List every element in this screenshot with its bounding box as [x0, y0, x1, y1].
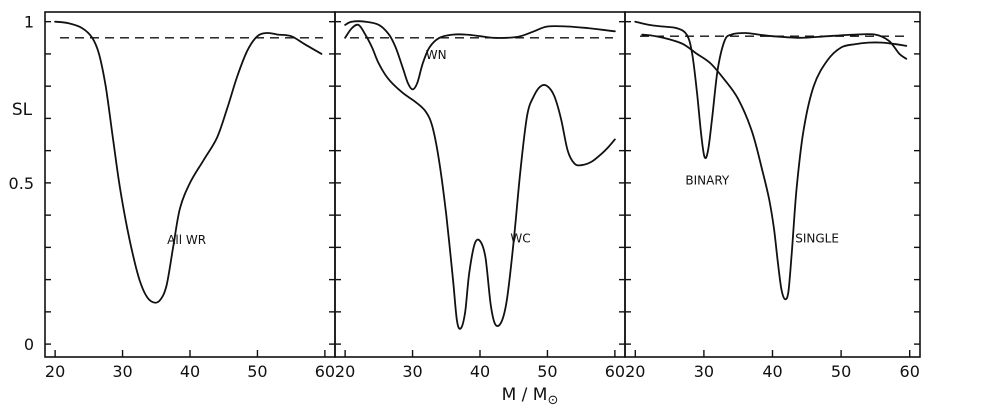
series-label-all-wr: All WR	[167, 233, 206, 247]
x-tick-label-right-60: 60	[900, 362, 920, 381]
y-tick-label-1: 1	[24, 13, 34, 32]
x-tick-label-right-30: 30	[694, 362, 714, 381]
series-label-single: SINGLE	[795, 232, 839, 246]
series-line-single	[641, 33, 908, 301]
x-tick-label-middle-50: 50	[537, 362, 557, 381]
y-tick-label-0.5: 0.5	[9, 174, 34, 193]
x-axis-title-main: M / M	[502, 385, 548, 405]
y-axis-title: SL	[12, 100, 33, 120]
x-tick-label-middle-30: 30	[402, 362, 422, 381]
x-tick-label-right-40: 40	[762, 362, 782, 381]
series-line-all-wr	[54, 20, 323, 304]
x-tick-label-middle-20: 20	[335, 362, 355, 381]
x-axis-title: M / M⊙	[502, 385, 559, 408]
series-line-binary	[634, 20, 908, 160]
y-tick-label-0: 0	[24, 335, 34, 354]
x-tick-label-left-30: 30	[112, 362, 132, 381]
panel-frame-right	[624, 11, 921, 358]
x-tick-label-middle-60: 60	[605, 362, 625, 381]
x-tick-label-left-20: 20	[45, 362, 65, 381]
x-tick-label-middle-40: 40	[470, 362, 490, 381]
x-tick-label-left-60: 60	[315, 362, 335, 381]
series-line-wc	[344, 23, 616, 330]
series-line-wn	[344, 20, 616, 91]
curves-layer	[54, 20, 908, 330]
series-label-wn: WN	[426, 48, 447, 62]
series-label-binary: BINARY	[685, 174, 730, 188]
axes-layer	[44, 11, 921, 358]
x-tick-label-left-40: 40	[180, 362, 200, 381]
x-tick-label-right-20: 20	[625, 362, 645, 381]
labels-layer: 20 30 40 50 60 All WR 20 30 40 50 60 WN WC 20 30 40 50 60…	[9, 13, 920, 381]
x-axis-title-subscript: ⊙	[547, 393, 558, 408]
x-tick-label-left-50: 50	[247, 362, 267, 381]
x-tick-label-right-50: 50	[831, 362, 851, 381]
series-label-wc: WC	[510, 232, 530, 246]
